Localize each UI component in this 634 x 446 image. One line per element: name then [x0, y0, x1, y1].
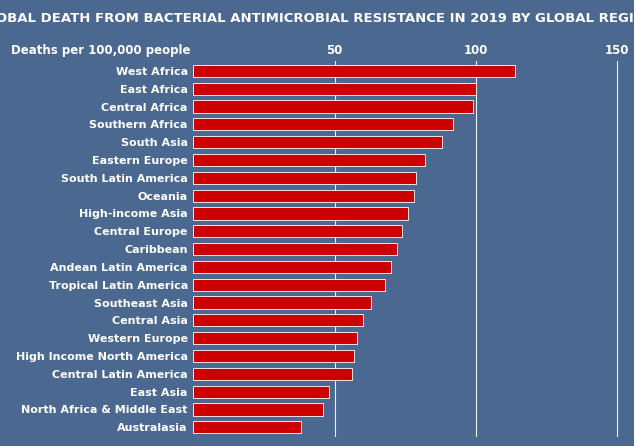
Text: Deaths per 100,000 people: Deaths per 100,000 people [11, 44, 190, 57]
Text: 100: 100 [463, 44, 488, 57]
Bar [193, 154, 425, 166]
Bar [193, 65, 515, 77]
Bar [193, 332, 357, 344]
Bar [193, 403, 323, 416]
Bar [193, 279, 385, 291]
Bar [193, 314, 363, 326]
Bar [193, 190, 413, 202]
Bar [193, 421, 301, 434]
Bar [193, 207, 408, 219]
Bar [193, 100, 473, 112]
Bar [193, 118, 453, 130]
Bar [193, 83, 476, 95]
Bar [193, 136, 442, 148]
Bar [193, 297, 372, 309]
Text: 50: 50 [327, 44, 343, 57]
Text: 150: 150 [605, 44, 630, 57]
Bar [193, 386, 329, 398]
Bar [193, 243, 397, 255]
Bar [193, 225, 403, 237]
Bar [193, 350, 354, 362]
Bar [193, 172, 417, 184]
Bar [193, 368, 351, 380]
Text: GLOBAL DEATH FROM BACTERIAL ANTIMICROBIAL RESISTANCE IN 2019 BY GLOBAL REGION: GLOBAL DEATH FROM BACTERIAL ANTIMICROBIA… [0, 12, 634, 25]
Bar [193, 261, 391, 273]
